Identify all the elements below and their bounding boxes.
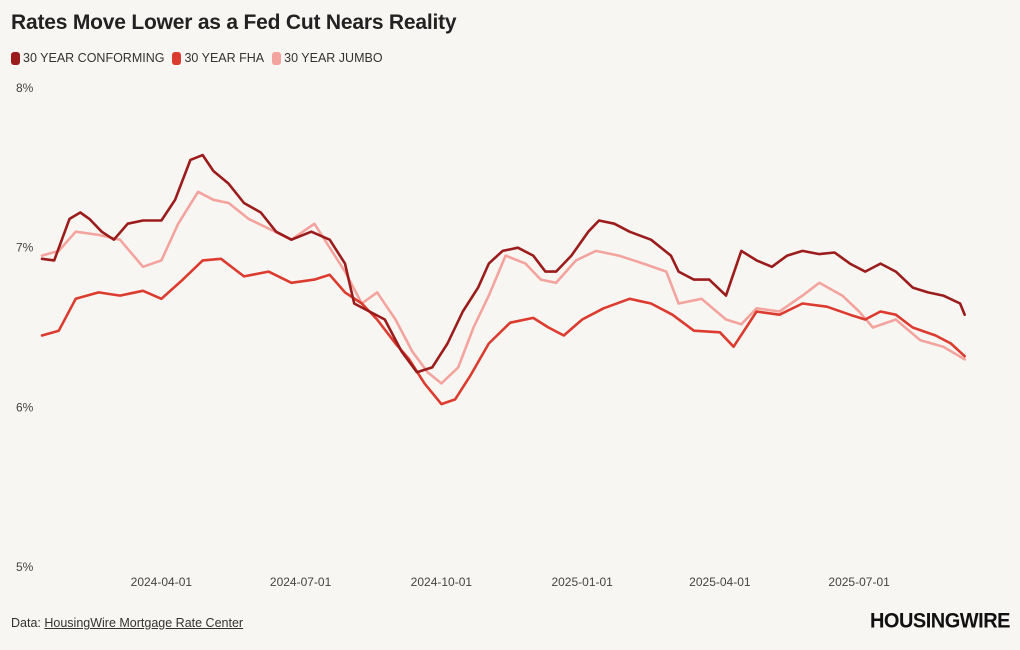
x-tick-label: 2024-10-01: [411, 575, 473, 589]
chart-title: Rates Move Lower as a Fed Cut Nears Real…: [11, 11, 457, 34]
legend-swatch-jumbo: [272, 51, 282, 65]
x-tick-label: 2024-04-01: [131, 575, 193, 589]
y-tick-label: 6%: [16, 400, 34, 414]
x-tick-label: 2025-07-01: [828, 575, 890, 589]
chart-legend: 30 YEAR CONFORMING 30 YEAR FHA 30 YEAR J…: [11, 51, 383, 65]
data-source-prefix: Data:: [11, 616, 45, 630]
data-source: Data: HousingWire Mortgage Rate Center: [11, 616, 243, 630]
series-line-30-year-jumbo[interactable]: [40, 190, 966, 385]
series-line-30-year-fha[interactable]: [40, 257, 966, 406]
legend-swatch-conforming: [11, 51, 20, 65]
y-tick-label: 8%: [16, 81, 34, 95]
x-tick-label: 2025-04-01: [689, 575, 751, 589]
legend-label-jumbo: 30 YEAR JUMBO: [284, 51, 383, 65]
legend-item-jumbo[interactable]: 30 YEAR JUMBO: [272, 51, 383, 65]
y-tick-label: 5%: [16, 560, 34, 574]
x-tick-label: 2024-07-01: [270, 575, 332, 589]
y-tick-label: 7%: [16, 241, 34, 255]
housingwire-logo: HOUSINGWIRE: [869, 609, 1011, 633]
series-line-30-year-conforming[interactable]: [40, 153, 966, 374]
line-chart: 5% 6% 7% 8% 2024-04-01 2024-07-01 2024-10-01 20…: [16, 81, 966, 589]
data-source-link[interactable]: HousingWire Mortgage Rate Center: [44, 616, 244, 630]
legend-label-conforming: 30 YEAR CONFORMING: [23, 51, 165, 65]
legend-swatch-fha: [172, 51, 182, 65]
x-tick-label: 2025-01-01: [551, 575, 613, 589]
legend-item-conforming[interactable]: 30 YEAR CONFORMING: [11, 51, 164, 65]
legend-label-fha: 30 YEAR FHA: [184, 51, 265, 65]
legend-item-fha[interactable]: 30 YEAR FHA: [172, 51, 264, 65]
